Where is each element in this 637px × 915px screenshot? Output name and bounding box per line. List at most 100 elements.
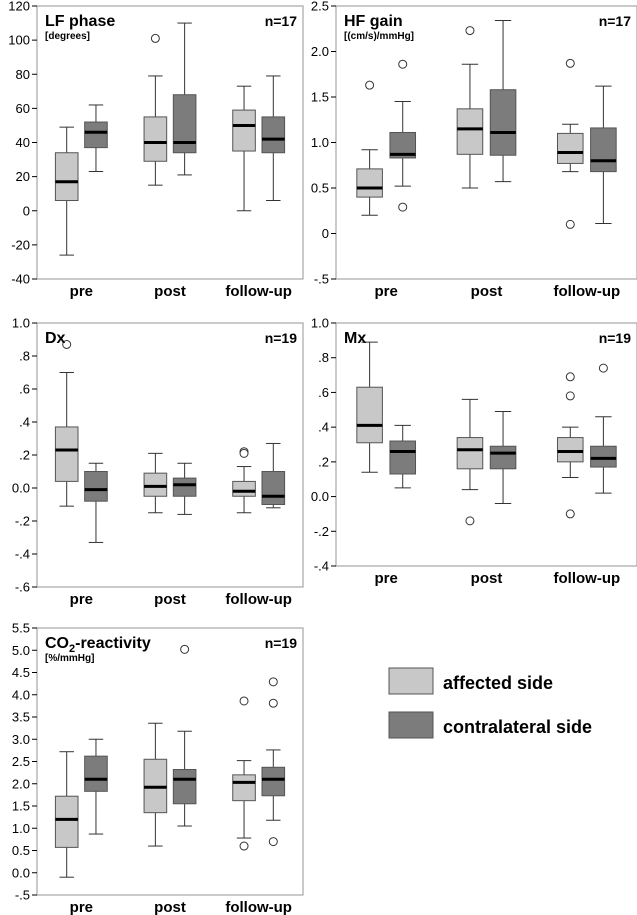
x-category-label: post bbox=[154, 899, 186, 915]
y-tick-label: 0.0 bbox=[12, 481, 30, 496]
outlier-point bbox=[565, 509, 575, 519]
box-contralateral-pre bbox=[389, 424, 417, 489]
box-affected-follow-up bbox=[556, 58, 584, 229]
outlier-point bbox=[268, 677, 278, 687]
box-iqr bbox=[172, 477, 197, 497]
box-iqr bbox=[556, 132, 584, 164]
y-tick-label: -20 bbox=[11, 237, 30, 252]
outlier-point bbox=[268, 837, 278, 847]
box-iqr bbox=[84, 471, 108, 502]
chart-panel-2: -.6 -.4 -.2 0.0 .2 .4 .6 .8 1.0 pre post follow-up D… bbox=[12, 316, 304, 608]
y-tick-label: 5.0 bbox=[12, 643, 30, 658]
box-affected-post bbox=[143, 33, 168, 186]
box-affected-pre bbox=[356, 341, 383, 473]
y-tick-label: 0.0 bbox=[12, 865, 30, 880]
y-tick-label: 0 bbox=[23, 203, 30, 218]
box-iqr bbox=[590, 127, 617, 173]
outlier-point bbox=[239, 448, 249, 458]
box-contralateral-post bbox=[489, 20, 517, 183]
y-tick-label: 100 bbox=[8, 33, 30, 48]
y-tick-label: .8 bbox=[19, 349, 30, 364]
x-category-label: post bbox=[471, 570, 503, 587]
box-iqr bbox=[489, 445, 517, 470]
plot-frame bbox=[36, 627, 304, 896]
y-tick-label: 60 bbox=[16, 101, 30, 116]
box-iqr bbox=[54, 152, 79, 202]
y-tick-label: 20 bbox=[16, 169, 30, 184]
box-contralateral-follow-up bbox=[261, 677, 286, 847]
box-contralateral-post bbox=[172, 22, 197, 176]
box-iqr bbox=[143, 116, 168, 162]
y-tick-label: 1.0 bbox=[12, 316, 30, 331]
box-iqr bbox=[556, 437, 584, 463]
sample-size-label: n=17 bbox=[265, 13, 298, 29]
outlier-point bbox=[565, 391, 575, 401]
chart-panel-3: -.4 -.2 0.0 .2 .4 .6 .8 1.0 pre post follow-up Mx n=… bbox=[311, 316, 637, 587]
y-tick-label: -40 bbox=[11, 272, 30, 287]
x-category-label: follow-up bbox=[225, 899, 292, 915]
box-iqr bbox=[172, 94, 197, 154]
sample-size-label: n=17 bbox=[599, 13, 632, 29]
box-affected-follow-up bbox=[232, 447, 256, 514]
y-tick-label: 1.5 bbox=[311, 90, 329, 105]
y-tick-label: -.5 bbox=[314, 272, 329, 287]
box-iqr bbox=[261, 471, 286, 505]
y-tick-label: 0.0 bbox=[311, 489, 329, 504]
x-category-label: follow-up bbox=[554, 283, 621, 300]
outlier-point bbox=[465, 26, 475, 36]
legend-swatch-affected bbox=[388, 667, 434, 695]
box-contralateral-pre bbox=[84, 104, 108, 173]
box-iqr bbox=[54, 426, 79, 482]
y-tick-label: -.2 bbox=[314, 524, 329, 539]
sample-size-label: n=19 bbox=[265, 330, 298, 346]
y-tick-label: -.2 bbox=[15, 514, 30, 529]
x-category-label: post bbox=[154, 283, 186, 300]
x-category-label: pre bbox=[374, 283, 397, 300]
y-tick-label: 2.5 bbox=[12, 754, 30, 769]
outlier-point bbox=[565, 219, 575, 229]
y-tick-label: -.4 bbox=[314, 559, 329, 574]
y-tick-label: -.6 bbox=[15, 580, 30, 595]
box-affected-follow-up bbox=[556, 372, 584, 519]
y-tick-label: 0.5 bbox=[12, 843, 30, 858]
panel-unit: [(cm/s)/mmHg] bbox=[344, 31, 414, 42]
outlier-point bbox=[598, 363, 608, 373]
outlier-point bbox=[398, 59, 408, 69]
box-iqr bbox=[54, 795, 79, 848]
outlier-point bbox=[398, 202, 408, 212]
y-tick-label: .6 bbox=[19, 382, 30, 397]
y-tick-label: 1.5 bbox=[12, 799, 30, 814]
sample-size-label: n=19 bbox=[599, 330, 632, 346]
chart-panel-0: -40 -20 0 20 40 60 80 100 120 pre post follow-up LF … bbox=[8, 0, 304, 300]
y-tick-label: 4.0 bbox=[12, 687, 30, 702]
y-tick-label: .4 bbox=[318, 420, 329, 435]
sample-size-label: n=19 bbox=[265, 635, 298, 651]
outlier-point bbox=[239, 696, 249, 706]
outlier-point bbox=[465, 516, 475, 526]
panel-title: HF gain bbox=[344, 13, 403, 30]
box-iqr bbox=[389, 440, 417, 475]
x-category-label: pre bbox=[70, 591, 93, 608]
box-iqr bbox=[356, 168, 383, 198]
outlier-point bbox=[365, 80, 375, 90]
box-affected-post bbox=[143, 452, 168, 514]
box-iqr bbox=[84, 121, 108, 149]
legend-swatch-contralateral bbox=[388, 711, 434, 739]
chart-panel-1: -.5 0 0.5 1.0 1.5 2.0 2.5 pre post follow-up HF ga… bbox=[311, 0, 637, 300]
outlier-point bbox=[62, 339, 72, 349]
y-tick-label: 1.0 bbox=[311, 316, 329, 331]
outlier-point bbox=[268, 698, 278, 708]
y-tick-label: -.4 bbox=[15, 547, 30, 562]
x-category-label: post bbox=[154, 591, 186, 608]
box-contralateral-pre bbox=[389, 59, 417, 212]
box-iqr bbox=[143, 472, 168, 497]
y-tick-label: 3.5 bbox=[12, 710, 30, 725]
x-category-label: pre bbox=[70, 899, 93, 915]
box-iqr bbox=[356, 386, 383, 444]
box-iqr bbox=[232, 774, 256, 802]
y-tick-label: 0 bbox=[322, 226, 329, 241]
outlier-point bbox=[180, 644, 190, 654]
panel-unit: [%/mmHg] bbox=[45, 653, 94, 664]
box-contralateral-follow-up bbox=[261, 75, 286, 202]
y-tick-label: 2.0 bbox=[311, 44, 329, 59]
